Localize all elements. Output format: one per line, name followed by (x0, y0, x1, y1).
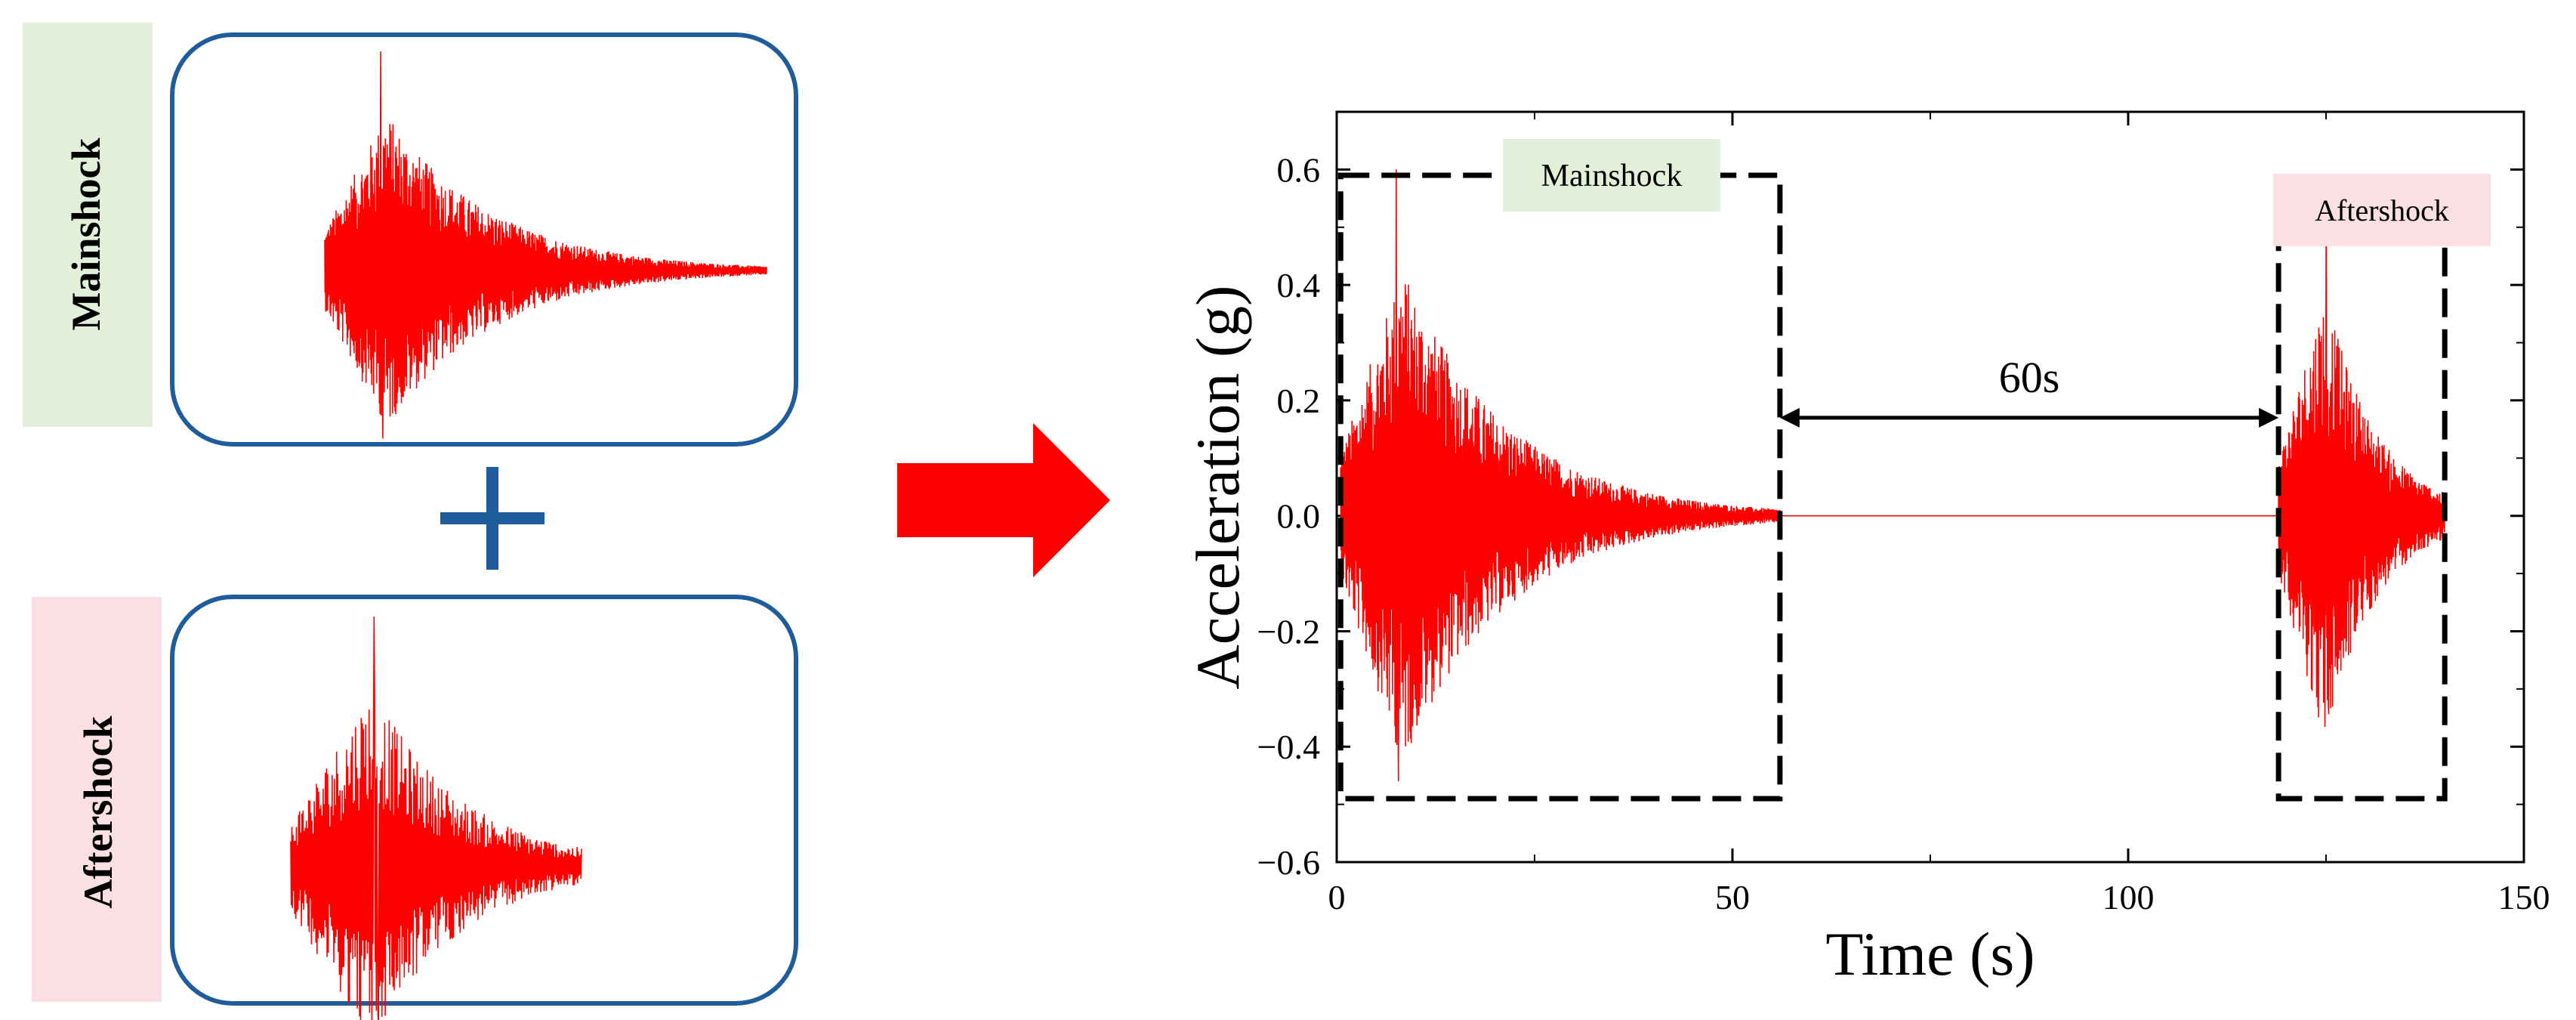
interval-label: 60s (1999, 353, 2060, 402)
aftershock-waveform-frame (170, 595, 798, 1006)
acceleration-chart: −0.6 −0.4 −0.2 0.0 0.2 0.4 0.6 0 50 100 150 Mains… (1183, 110, 2550, 988)
y-tick-label: 0.2 (1277, 382, 1321, 420)
mainshock-vertical-label: Mainshock (63, 138, 109, 330)
y-tick-label: 0.4 (1277, 266, 1321, 304)
chart-annotations: Mainshock Aftershock 60s (1337, 139, 2491, 802)
y-tick-label: −0.4 (1257, 728, 1320, 766)
mainshock-tag: Mainshock (1541, 159, 1683, 193)
aftershock-waveform (290, 616, 582, 1020)
x-axis-label: Time (s) (1825, 920, 2035, 988)
y-tick-label: 0.6 (1277, 150, 1321, 189)
aftershock-vertical-label: Aftershock (76, 716, 121, 909)
combined-acceleration-series (1340, 169, 2445, 782)
mainshock-label-background (23, 23, 153, 427)
y-tick-label: 0.0 (1277, 497, 1321, 536)
y-tick-label: −0.2 (1257, 612, 1320, 651)
x-tick-label: 50 (1715, 878, 1750, 916)
combine-arrow-icon (897, 423, 1110, 577)
interval-arrow-left-head (1779, 407, 1800, 428)
y-axis-label: Acceleration (g) (1183, 286, 1252, 690)
y-axis-ticks: −0.6 −0.4 −0.2 0.0 0.2 0.4 0.6 (1257, 150, 2524, 882)
x-axis-ticks: 0 50 100 150 (1328, 112, 2550, 916)
interval-arrow-right-head (2259, 407, 2279, 428)
mainshock-tag-background (1503, 139, 1720, 212)
x-tick-label: 0 (1328, 878, 1346, 916)
plus-icon (440, 467, 545, 570)
aftershock-label-background (32, 597, 162, 1002)
y-tick-label: −0.6 (1257, 843, 1320, 882)
aftershock-tag-background (2273, 173, 2491, 246)
mainshock-waveform (324, 51, 767, 439)
aftershock-tag: Aftershock (2315, 193, 2449, 227)
x-tick-label: 100 (2102, 878, 2155, 916)
x-tick-label: 150 (2498, 878, 2550, 916)
